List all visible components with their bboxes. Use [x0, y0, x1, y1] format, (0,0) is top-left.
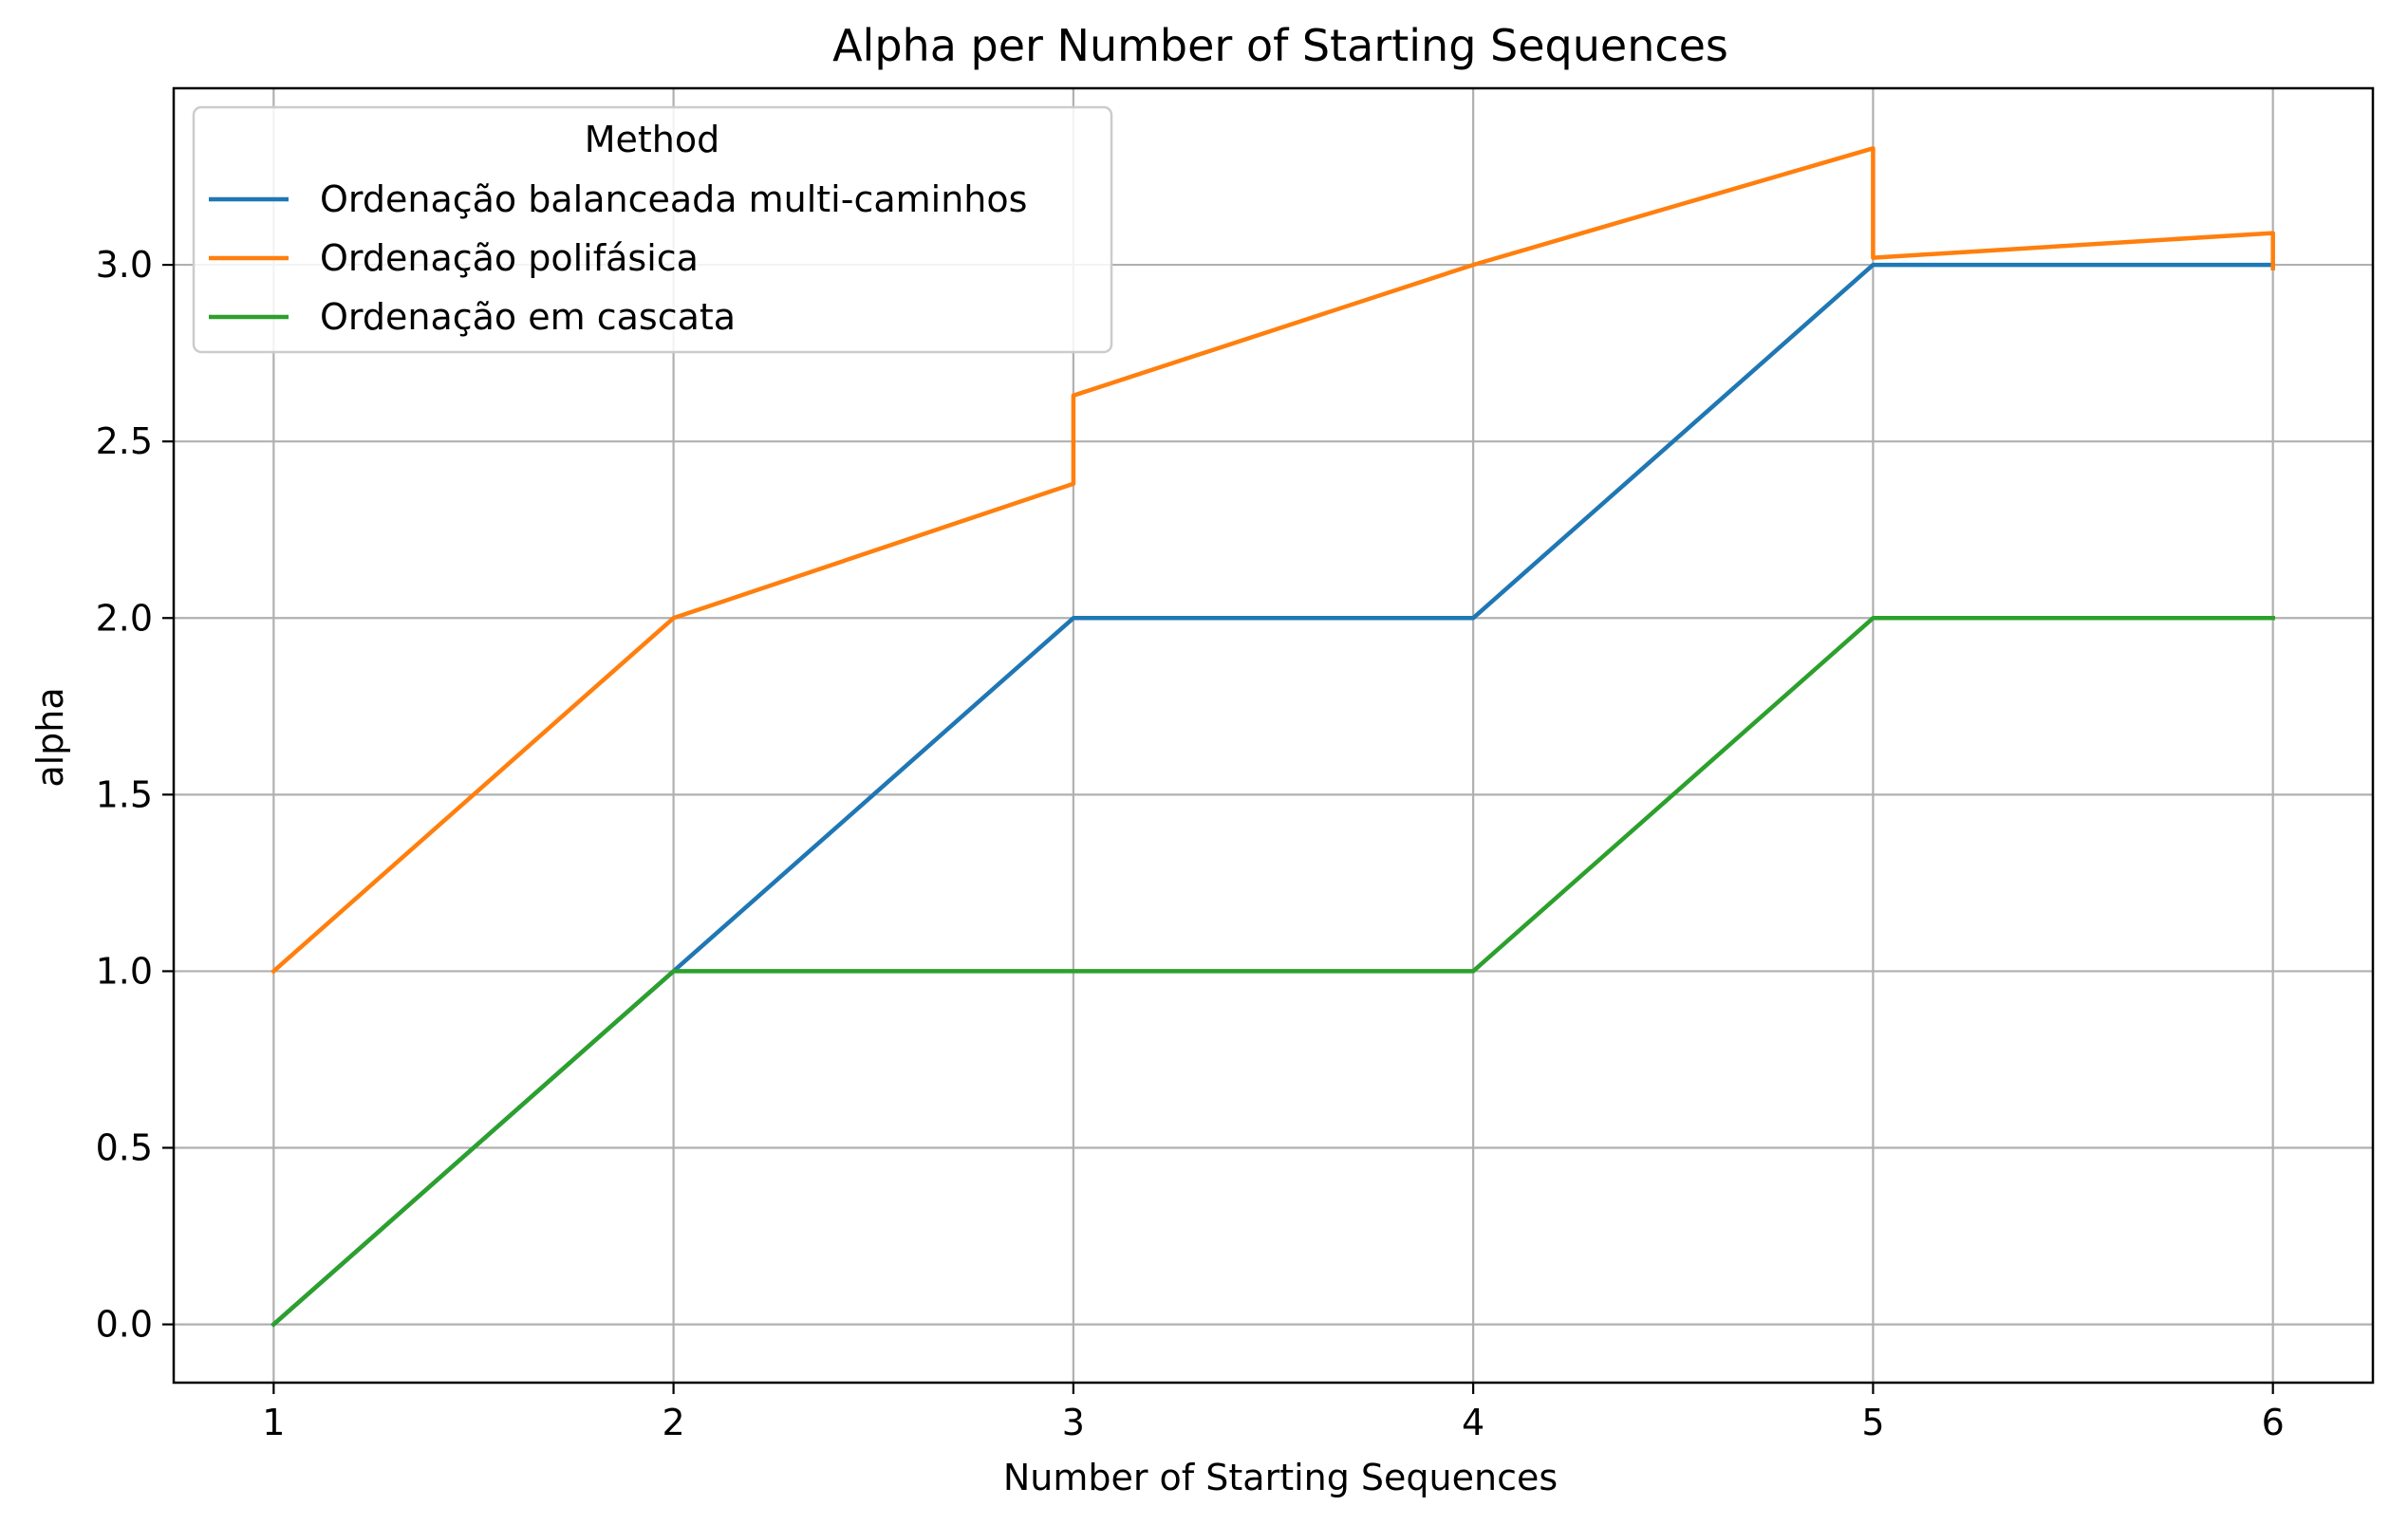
x-axis-label: Number of Starting Sequences — [1003, 1457, 1558, 1498]
legend-box — [192, 105, 1113, 354]
y-tick-label: 1.5 — [96, 773, 153, 815]
x-tick-label: 5 — [1861, 1402, 1884, 1443]
x-tick-label: 6 — [2262, 1402, 2285, 1443]
chart-title: Alpha per Number of Starting Sequences — [832, 20, 1728, 71]
legend-label: Ordenação em cascata — [320, 296, 736, 338]
legend-label: Ordenação polifásica — [320, 237, 699, 279]
series-line — [271, 146, 2275, 975]
legend-title: Method — [585, 119, 720, 160]
y-tick-label: 0.0 — [96, 1304, 153, 1346]
y-tick-label: 3.0 — [96, 244, 153, 286]
plot-series — [271, 146, 2275, 1328]
x-tick-label: 1 — [262, 1402, 285, 1443]
y-tick-label: 2.0 — [96, 597, 153, 639]
axis-ticks: 1 2 3 4 5 6 0.0 0.5 1.0 1.5 2.0 2.5 3.0 — [96, 244, 2285, 1443]
x-tick-label: 2 — [662, 1402, 684, 1443]
y-tick-label: 2.5 — [96, 420, 153, 462]
x-tick-label: 4 — [1462, 1402, 1484, 1443]
legend: Method Ordenação balanceada multi-caminh… — [192, 105, 1113, 354]
x-tick-label: 3 — [1062, 1402, 1085, 1443]
y-axis-label: alpha — [29, 687, 71, 787]
series-line — [271, 616, 2275, 1328]
legend-items: Ordenação balanceada multi-caminhos Orden… — [209, 178, 1027, 338]
plot-area-frame — [172, 86, 2375, 1385]
y-tick-label: 1.0 — [96, 950, 153, 992]
y-tick-label: 0.5 — [96, 1127, 153, 1169]
legend-label: Ordenação balanceada multi-caminhos — [320, 178, 1027, 220]
